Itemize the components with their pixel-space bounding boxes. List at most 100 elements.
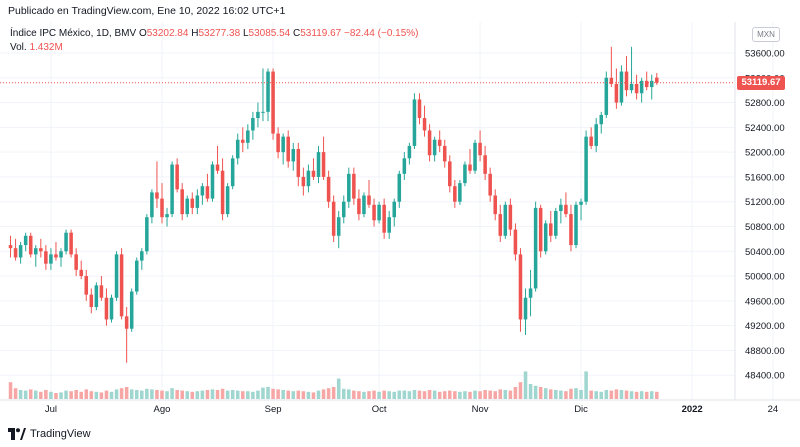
candle-body (336, 217, 341, 236)
candle-body (291, 149, 296, 162)
volume-bar (271, 388, 275, 399)
candle-body (528, 288, 533, 298)
close-value: 53119.67 (300, 28, 342, 39)
candle-body (175, 164, 179, 190)
candle-body (134, 260, 139, 292)
candle-body (301, 176, 306, 187)
candle-body (23, 235, 28, 246)
volume-bar (195, 391, 200, 399)
volume-bar (18, 390, 23, 399)
volume-bar (286, 390, 290, 399)
volume-bar (200, 390, 205, 399)
candle-body (190, 198, 195, 208)
candle-body (548, 223, 553, 236)
candle-body (538, 207, 543, 252)
volume-bar (478, 391, 482, 399)
volume-bar (59, 392, 63, 399)
volume-bar (599, 391, 604, 399)
volume-bar (150, 389, 154, 399)
volume-bar (124, 387, 129, 399)
price-axis[interactable]: 48400.00 48800.00 49200.00 49600.00 50000.00… (745, 48, 785, 381)
x-tick-label: Jul (45, 404, 57, 415)
candle-body (59, 251, 63, 258)
candle-body (412, 99, 417, 146)
volume-bar (427, 390, 432, 399)
candle-body (458, 183, 462, 202)
volume-bar (225, 390, 230, 399)
volume-bar (644, 391, 649, 399)
candle-body (629, 83, 634, 91)
footer-brand[interactable]: TradingView (8, 425, 91, 443)
volume-bar (180, 390, 184, 399)
candle-body (427, 130, 432, 156)
volume-bar (190, 391, 195, 399)
y-tick-label: 51600.00 (745, 172, 785, 183)
volume-bar (316, 390, 321, 399)
close-label: C (293, 28, 301, 39)
candle-body (49, 254, 53, 264)
volume-bar (387, 391, 391, 399)
candle-body (64, 232, 68, 252)
volume-bar (119, 388, 124, 399)
volume-bar (513, 387, 518, 399)
volume-bar (473, 390, 477, 399)
volume-bar (129, 389, 134, 399)
candle-body (235, 139, 240, 159)
currency-badge[interactable]: MXN (752, 27, 780, 42)
candle-body (599, 114, 604, 125)
volume-bar (145, 388, 149, 399)
y-tick-label: 49600.00 (745, 296, 785, 307)
candle-body (74, 254, 78, 270)
volume-bar (84, 389, 89, 399)
candle-body (311, 170, 316, 177)
tradingview-logo-icon (8, 428, 26, 440)
candle-body (619, 71, 624, 103)
volume-legend: Vol. 1.432M (10, 41, 63, 54)
volume-bar (64, 390, 68, 399)
volume-bar (422, 391, 427, 399)
volume-bar (352, 390, 356, 399)
volume-bar (463, 391, 467, 399)
time-axis[interactable]: Jul Ago Sep Oct Nov Dic 2022 24 (45, 404, 778, 415)
candle-body (321, 152, 326, 177)
candle-body (54, 254, 58, 258)
candle-body (114, 254, 119, 298)
volume-bar (79, 391, 83, 399)
volume-bar (220, 388, 225, 399)
candle-body (543, 223, 548, 252)
volume-bar (205, 390, 210, 399)
candle-body (180, 189, 184, 215)
candle-body (468, 164, 472, 171)
volume-bar (306, 391, 311, 399)
candle-body (397, 173, 402, 202)
ohlc-legend: Índice IPC México, 1D, BMV O53202.84 H53… (10, 27, 419, 40)
volume-bar (468, 391, 472, 399)
y-tick-label: 50000.00 (745, 272, 785, 283)
candle-body (286, 136, 290, 162)
volume-bar (34, 390, 38, 399)
candle-body (104, 297, 109, 320)
volume-bar (276, 389, 280, 399)
candle-body (331, 201, 336, 236)
volume-bar (518, 382, 523, 399)
publish-line: Publicado en TradingView.com, Ene 10, 20… (8, 5, 286, 17)
volume-bar (574, 388, 578, 399)
volume-bar (392, 391, 397, 399)
candle-body (649, 80, 654, 88)
candle-body (442, 145, 447, 162)
y-tick-label: 50800.00 (745, 222, 785, 233)
volume-bar (453, 391, 457, 399)
volume-bar (230, 390, 235, 399)
volume-bar (397, 390, 402, 399)
volume-bar (442, 391, 447, 399)
candle-body (160, 198, 164, 218)
y-tick-label: 53600.00 (745, 48, 785, 59)
candle-body (483, 155, 487, 174)
x-tick-label: Ago (154, 404, 171, 415)
candle-body (341, 201, 346, 218)
volume-bar (114, 389, 119, 399)
volume-bar (432, 390, 437, 399)
volume-bar (175, 390, 179, 399)
y-tick-label: 52000.00 (745, 148, 785, 159)
